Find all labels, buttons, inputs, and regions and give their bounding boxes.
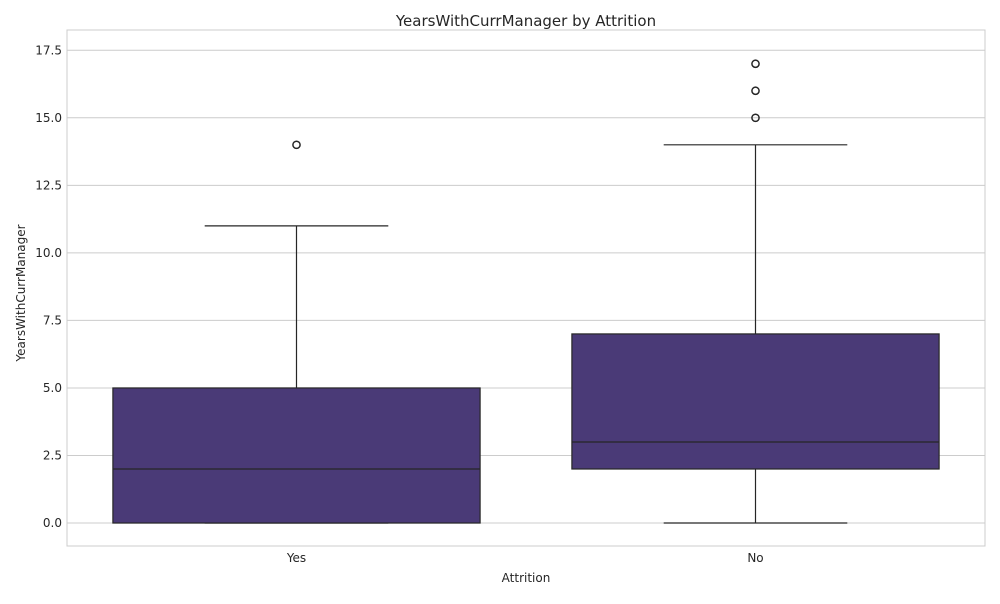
y-tick-label: 17.5 xyxy=(35,43,62,57)
y-tick-label: 10.0 xyxy=(35,246,62,260)
y-tick-label: 7.5 xyxy=(43,313,62,327)
chart-title: YearsWithCurrManager by Attrition xyxy=(395,12,656,30)
outlier-point xyxy=(751,86,760,96)
x-tick-label-no: No xyxy=(747,551,763,565)
outlier-point xyxy=(751,59,760,69)
box-group-yes xyxy=(112,140,481,524)
iqr-box xyxy=(571,333,940,470)
y-tick-label: 15.0 xyxy=(35,111,62,125)
outlier-point xyxy=(292,140,301,150)
x-tick-label-yes: Yes xyxy=(286,551,306,565)
y-tick-label: 5.0 xyxy=(43,381,62,395)
x-axis-label: Attrition xyxy=(502,571,551,585)
iqr-box xyxy=(112,387,481,524)
outlier-point xyxy=(751,113,760,123)
y-tick-label: 0.0 xyxy=(43,516,62,530)
y-tick-label: 12.5 xyxy=(35,178,62,192)
box-group-no xyxy=(571,59,940,524)
box-layer xyxy=(112,59,940,524)
y-axis-label: YearsWithCurrManager xyxy=(14,224,28,362)
tick-layer: 0.0 2.5 5.0 7.5 10.0 12.5 15.0 17.5 Yes No xyxy=(35,43,763,565)
plot-area-frame xyxy=(66,29,986,547)
y-tick-label: 2.5 xyxy=(43,448,62,462)
